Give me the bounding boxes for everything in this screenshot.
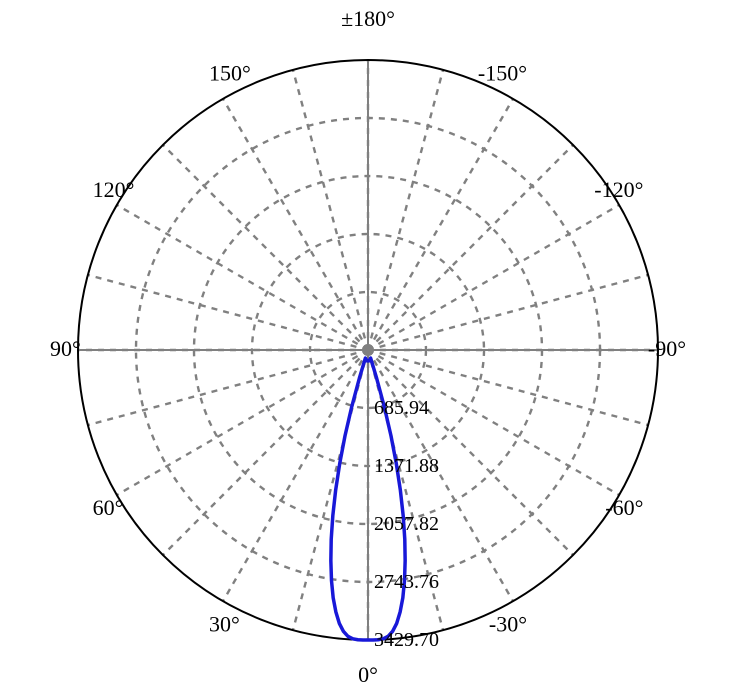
radial-label: 2057.82: [374, 513, 439, 535]
center-dot: [365, 347, 371, 353]
angle-label: 120°: [93, 177, 135, 202]
angle-label: -30°: [489, 611, 527, 636]
radial-label: 3429.70: [374, 629, 439, 651]
angle-label: -150°: [478, 61, 527, 86]
angle-label: 0°: [358, 662, 378, 687]
angle-label: ±180°: [341, 6, 395, 31]
angle-label: -120°: [594, 177, 643, 202]
angle-label: -60°: [605, 495, 643, 520]
radial-label: 685.94: [374, 397, 429, 419]
angle-label: 30°: [209, 611, 240, 636]
angle-label: 150°: [209, 61, 251, 86]
radial-label: 2743.76: [374, 571, 439, 593]
angle-label: 60°: [93, 495, 124, 520]
polar-svg: 0° 30° 60° 90° 120° 150° ±180° -150° -120° -90° -6…: [0, 0, 737, 697]
radial-label: 1371.88: [374, 455, 439, 477]
angle-label: -90°: [648, 336, 686, 361]
polar-chart: 0° 30° 60° 90° 120° 150° ±180° -150° -120° -90° -6…: [0, 0, 737, 697]
angle-label: 90°: [50, 336, 81, 361]
